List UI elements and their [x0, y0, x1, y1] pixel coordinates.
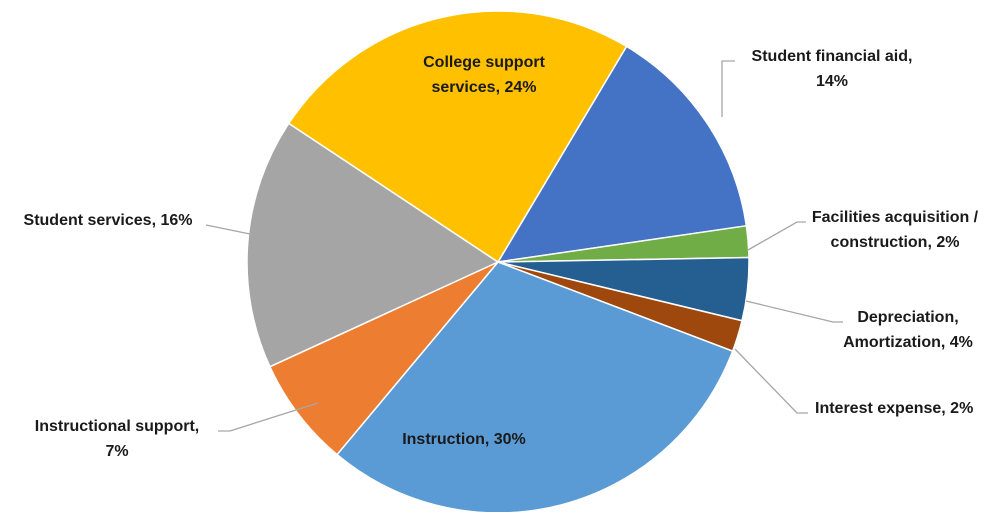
data-label-instructional-support: Instructional support, 7%: [35, 418, 199, 460]
data-label-line: Instructional support,: [35, 418, 199, 435]
data-label-student-services: Student services, 16%: [24, 212, 193, 229]
pie-slice-instructional-support: [268, 261, 499, 456]
data-label-line: Interest expense, 2%: [815, 400, 973, 417]
data-label-line: Student financial aid,: [752, 48, 913, 65]
data-label-line: Facilities acquisition /: [812, 209, 979, 226]
data-label-college-support-services: College support services, 24%: [423, 54, 545, 96]
leader-line-student-services: [205, 224, 251, 235]
data-label-line: 14%: [816, 73, 848, 90]
data-label-line: 7%: [105, 443, 128, 460]
data-label-student-financial-aid: Student financial aid, 14%: [752, 48, 913, 90]
data-label-line: Instruction, 30%: [402, 431, 526, 448]
leader-lines: [205, 60, 843, 432]
leader-line-instructional-support: [218, 402, 319, 432]
leader-line-interest-expense: [734, 348, 808, 414]
data-label-line: Amortization, 4%: [843, 334, 973, 351]
pie-slice-student-services: [246, 122, 500, 368]
data-label-instruction: Instruction, 30%: [402, 431, 526, 448]
leader-line-student-financial-aid: [721, 60, 735, 117]
leader-line-depreciation-amortization: [745, 300, 843, 323]
data-label-line: College support: [423, 54, 545, 71]
data-label-line: services, 24%: [432, 79, 537, 96]
data-label-line: construction, 2%: [831, 234, 960, 251]
data-label-line: Depreciation,: [857, 309, 958, 326]
pie-slice-student-financial-aid: [496, 45, 748, 263]
data-label-facilities-acquisition-construction: Facilities acquisition / construction, 2%: [812, 209, 979, 251]
pie-slice-instruction: [335, 261, 734, 514]
data-label-depreciation-amortization: Depreciation, Amortization, 4%: [843, 309, 973, 351]
pie-slice-college-support-services: [287, 10, 628, 264]
pie-slices: [246, 10, 750, 514]
leader-line-facilities-acquisition-construction: [747, 221, 806, 251]
data-labels: Student financial aid, 14% Facilities acqu…: [24, 48, 979, 460]
data-label-interest-expense: Interest expense, 2%: [815, 400, 973, 417]
data-label-line: Student services, 16%: [24, 212, 193, 229]
